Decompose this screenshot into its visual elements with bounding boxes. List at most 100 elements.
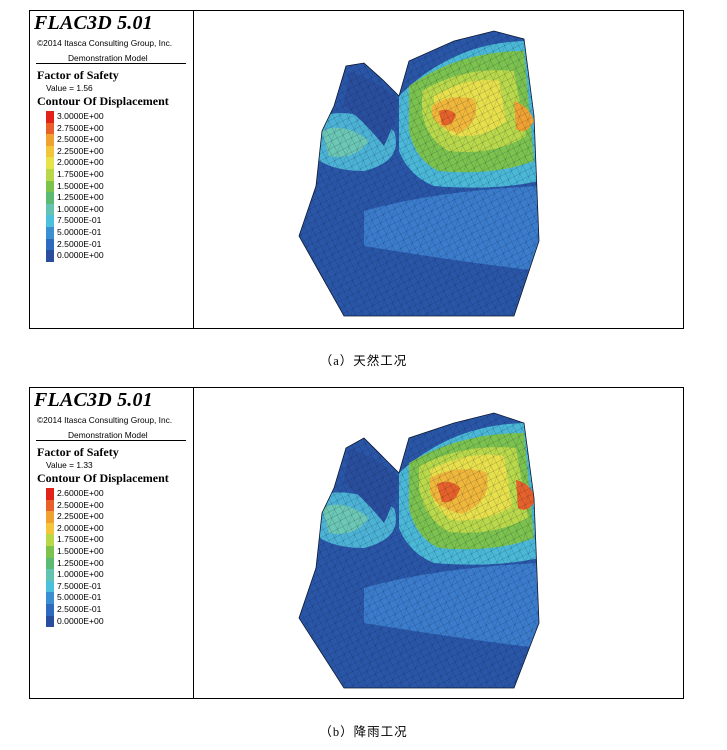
legend-divider (36, 63, 186, 64)
scale-entry: 1.5000E+00 (46, 180, 104, 193)
scale-entry: 1.5000E+00 (46, 545, 104, 558)
scale-entry: 7.5000E-01 (46, 215, 104, 227)
color-swatch (46, 203, 54, 216)
scale-value-label: 7.5000E-01 (57, 580, 102, 591)
scale-value-label: 1.5000E+00 (57, 545, 104, 556)
color-scale: 3.0000E+00 2.7500E+00 2.5000E+00 2.2500E+00… (46, 111, 104, 262)
scale-entry: 2.5000E-01 (46, 603, 104, 616)
program-title: FLAC3D 5.01 (34, 389, 153, 411)
scale-entry: 3.0000E+00 (46, 111, 104, 123)
color-swatch (46, 511, 54, 523)
scale-value-label: 3.0000E+00 (57, 111, 104, 121)
figure-caption-rainfall: （b）降雨工况 (319, 725, 408, 739)
slope-mesh-model (298, 412, 540, 689)
scale-value-label: 1.0000E+00 (57, 203, 104, 214)
scale-value-label: 1.5000E+00 (57, 180, 104, 191)
factor-of-safety-value: Value = 1.56 (46, 83, 93, 93)
legend-divider (36, 440, 186, 441)
color-swatch (46, 250, 54, 262)
scale-entry: 7.5000E-01 (46, 580, 104, 593)
copyright-text: ©2014 Itasca Consulting Group, Inc. (37, 38, 173, 48)
color-swatch (46, 499, 54, 512)
color-swatch (46, 534, 54, 546)
scale-entry: 2.7500E+00 (46, 122, 104, 135)
copyright-text: ©2014 Itasca Consulting Group, Inc. (37, 415, 173, 425)
color-swatch (46, 145, 54, 158)
scale-entry: 2.5000E+00 (46, 134, 104, 146)
color-swatch (46, 522, 54, 535)
scale-entry: 2.0000E+00 (46, 157, 104, 169)
model-name: Demonstration Model (68, 430, 148, 440)
scale-entry: 2.5000E-01 (46, 238, 104, 251)
scale-entry: 5.0000E-01 (46, 226, 104, 239)
scale-entry: 1.2500E+00 (46, 192, 104, 204)
scale-value-label: 2.6000E+00 (57, 488, 104, 498)
color-swatch (46, 603, 54, 616)
scale-entry: 1.0000E+00 (46, 203, 104, 216)
scale-value-label: 2.0000E+00 (57, 157, 104, 168)
factor-of-safety-title: Factor of Safety (37, 68, 119, 82)
scale-entry: 2.0000E+00 (46, 522, 104, 535)
program-title: FLAC3D 5.01 (34, 12, 153, 34)
color-swatch (46, 192, 54, 204)
factor-of-safety-value: Value = 1.33 (46, 460, 93, 470)
scale-entry: 2.2500E+00 (46, 511, 104, 523)
color-swatch (46, 134, 54, 146)
scale-value-label: 2.2500E+00 (57, 145, 104, 156)
scale-value-label: 2.5000E+00 (57, 499, 104, 510)
flac3d-plot-panel-natural: FLAC3D 5.01 ©2014 Itasca Consulting Grou… (29, 10, 684, 329)
scale-value-label: 1.7500E+00 (57, 168, 104, 179)
scale-entry: 1.7500E+00 (46, 534, 104, 546)
color-scale: 2.6000E+00 2.5000E+00 2.2500E+00 2.0000E+00… (46, 488, 104, 628)
legend-box: FLAC3D 5.01 ©2014 Itasca Consulting Grou… (30, 11, 194, 328)
scale-value-label: 2.5000E-01 (57, 603, 102, 614)
color-swatch (46, 226, 54, 239)
scale-value-label: 0.0000E+00 (57, 615, 104, 626)
scale-value-label: 2.7500E+00 (57, 122, 104, 133)
color-swatch (46, 215, 54, 227)
model-viewport[interactable] (194, 388, 683, 698)
color-swatch (46, 111, 54, 123)
scale-entry: 2.2500E+00 (46, 145, 104, 158)
scale-entry: 1.2500E+00 (46, 557, 104, 570)
color-swatch (46, 168, 54, 181)
scale-value-label: 1.2500E+00 (57, 557, 104, 568)
model-name: Demonstration Model (68, 53, 148, 63)
color-swatch (46, 122, 54, 135)
slope-mesh-model (298, 30, 540, 317)
model-viewport[interactable] (194, 11, 683, 328)
color-swatch (46, 180, 54, 193)
scale-value-label: 1.2500E+00 (57, 192, 104, 203)
scale-value-label: 7.5000E-01 (57, 215, 102, 226)
scale-value-label: 5.0000E-01 (57, 226, 102, 237)
color-swatch (46, 580, 54, 593)
contour-title: Contour Of Displacement (37, 471, 169, 485)
color-swatch (46, 592, 54, 604)
scale-value-label: 1.7500E+00 (57, 534, 104, 545)
color-swatch (46, 238, 54, 251)
scale-value-label: 1.0000E+00 (57, 569, 104, 580)
scale-entry: 0.0000E+00 (46, 250, 104, 262)
scale-entry: 1.7500E+00 (46, 168, 104, 181)
scale-entry: 2.5000E+00 (46, 499, 104, 512)
color-swatch (46, 488, 54, 500)
contour-title: Contour Of Displacement (37, 94, 169, 108)
scale-entry: 0.0000E+00 (46, 615, 104, 628)
figure-caption-natural: （a）天然工况 (319, 354, 408, 368)
scale-entry: 5.0000E-01 (46, 592, 104, 604)
scale-entry: 1.0000E+00 (46, 569, 104, 581)
color-swatch (46, 557, 54, 570)
color-swatch (46, 569, 54, 581)
color-swatch (46, 157, 54, 169)
color-swatch (46, 615, 54, 628)
scale-value-label: 2.5000E-01 (57, 238, 102, 249)
scale-value-label: 2.5000E+00 (57, 134, 104, 145)
legend-box: FLAC3D 5.01 ©2014 Itasca Consulting Grou… (30, 388, 194, 698)
scale-value-label: 5.0000E-01 (57, 592, 102, 603)
scale-entry: 2.6000E+00 (46, 488, 104, 500)
scale-value-label: 2.2500E+00 (57, 511, 104, 522)
scale-value-label: 2.0000E+00 (57, 522, 104, 533)
factor-of-safety-title: Factor of Safety (37, 445, 119, 459)
flac3d-plot-panel-rainfall: FLAC3D 5.01 ©2014 Itasca Consulting Grou… (29, 387, 684, 699)
scale-value-label: 0.0000E+00 (57, 250, 104, 261)
